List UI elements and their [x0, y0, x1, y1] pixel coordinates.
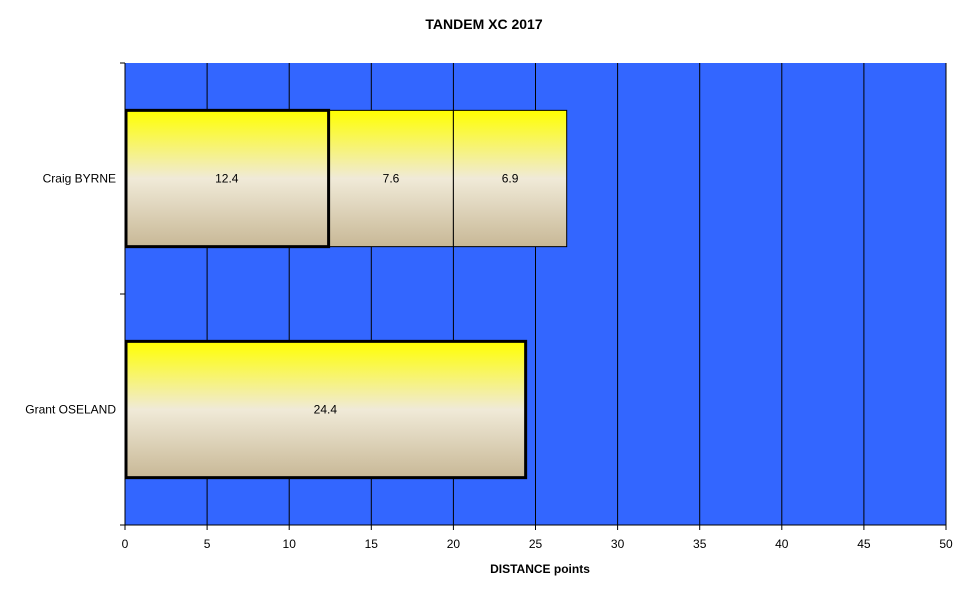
data-label: 12.4 [215, 172, 239, 186]
chart-title: TANDEM XC 2017 [425, 16, 542, 32]
x-tick-labels: 0 5 10 15 20 25 30 35 40 45 50 [122, 537, 953, 551]
x-tick-label: 35 [693, 537, 707, 551]
bars: 12.4 7.6 6.9 24.4 [124, 108, 568, 480]
category-label: Grant OSELAND [25, 403, 116, 417]
x-tick-label: 45 [857, 537, 871, 551]
x-tick-label: 30 [611, 537, 625, 551]
data-label: 24.4 [314, 403, 338, 417]
bar-highlight-border [124, 339, 528, 480]
bar-segment [328, 109, 454, 248]
bar-highlight-border [124, 108, 331, 249]
category-label: Craig BYRNE [43, 172, 116, 186]
data-label: 7.6 [383, 172, 400, 186]
x-tick-label: 25 [529, 537, 543, 551]
data-label: 6.9 [502, 172, 519, 186]
x-tick-label: 15 [365, 537, 379, 551]
category-labels: Craig BYRNE Grant OSELAND [25, 172, 116, 417]
x-tick-label: 50 [939, 537, 953, 551]
x-tick-label: 0 [122, 537, 129, 551]
x-axis-title: DISTANCE points [490, 562, 590, 576]
bar-segment [124, 109, 330, 248]
axes [120, 62, 947, 530]
x-tick-label: 10 [283, 537, 297, 551]
bar-segment [124, 340, 527, 479]
x-tick-label: 5 [204, 537, 211, 551]
bar-segment [452, 109, 568, 248]
x-tick-label: 40 [775, 537, 789, 551]
x-tick-label: 20 [447, 537, 461, 551]
